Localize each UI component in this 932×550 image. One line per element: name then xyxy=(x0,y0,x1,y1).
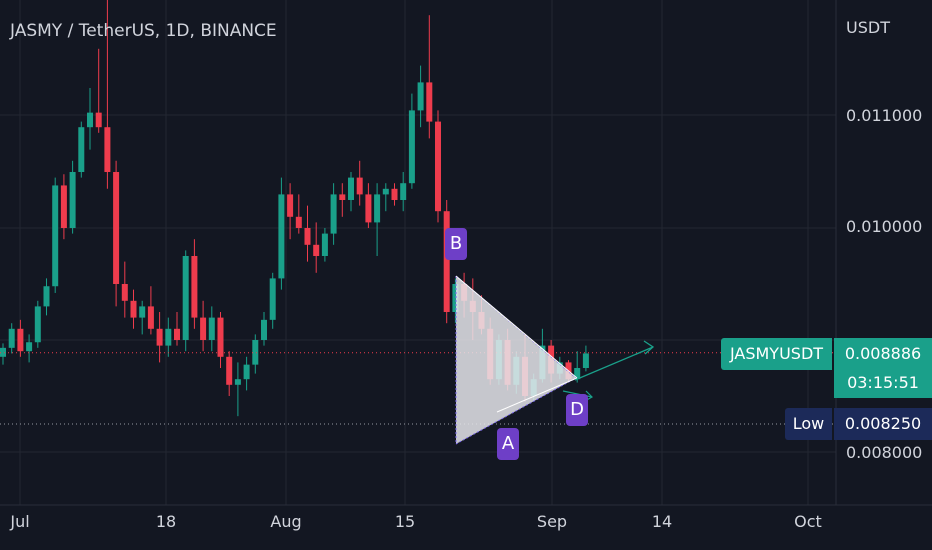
candle-body xyxy=(295,216,302,228)
price-unit-label: USDT xyxy=(846,18,890,37)
candle-body xyxy=(156,328,163,346)
candle-body xyxy=(269,278,276,320)
candle-body xyxy=(87,112,93,128)
candle-body xyxy=(339,194,346,200)
candle-body xyxy=(69,172,76,228)
candle-body xyxy=(356,177,363,195)
candle-body xyxy=(408,110,415,184)
candle-body xyxy=(217,317,224,357)
symbol-price-tag: JASMYUSDT xyxy=(721,338,832,370)
candle-body xyxy=(287,194,294,217)
candle-body xyxy=(0,347,6,357)
breakout-arrow-head xyxy=(643,340,655,355)
triangle-upper-edge xyxy=(455,275,578,379)
candle-body xyxy=(426,82,433,122)
candle-body xyxy=(582,353,589,368)
x-tick-label: 18 xyxy=(155,512,177,531)
candle-body xyxy=(95,112,102,128)
x-tick-label: 15 xyxy=(394,512,416,531)
x-tick-label: Jul xyxy=(10,512,30,531)
candle-body xyxy=(26,342,33,352)
candle-body xyxy=(365,194,372,223)
candle-body xyxy=(278,194,285,279)
candle-body xyxy=(208,317,215,340)
x-tick-label: Sep xyxy=(536,512,568,531)
low-price-tag: 0.008250 xyxy=(834,408,932,440)
candle-body xyxy=(226,356,233,385)
candle-body xyxy=(435,121,441,212)
candle-body xyxy=(121,284,128,301)
candle-body xyxy=(452,284,459,312)
candle-body xyxy=(165,328,172,346)
candle-body xyxy=(261,319,267,340)
candle-body xyxy=(321,233,328,256)
candle-body xyxy=(330,194,337,234)
candle-body xyxy=(60,185,67,228)
candle-body xyxy=(443,211,450,312)
last-price-tag: 0.008886 xyxy=(834,338,932,370)
candle-body xyxy=(243,364,250,380)
candle-body xyxy=(113,172,120,284)
candle-body xyxy=(382,188,389,195)
y-tick-label: 0.010000 xyxy=(846,217,923,236)
candle-body xyxy=(400,183,407,200)
candle-body xyxy=(147,306,154,329)
candle-body xyxy=(191,256,198,318)
triangle-lower-edge xyxy=(496,377,578,413)
candle-body xyxy=(313,244,320,256)
candle-body xyxy=(17,328,24,352)
candle-countdown: 03:15:51 xyxy=(834,370,932,398)
candle-body xyxy=(304,228,311,245)
breakout-arrow xyxy=(574,346,654,381)
candle-body xyxy=(234,379,241,385)
candle-body xyxy=(104,127,111,172)
y-tick-label: 0.008000 xyxy=(846,443,923,462)
candle-body xyxy=(182,256,189,340)
x-tick-label: 14 xyxy=(651,512,673,531)
pattern-point-b[interactable]: B xyxy=(445,228,467,260)
candle-body xyxy=(200,317,207,340)
pattern-point-d[interactable]: D xyxy=(566,394,588,426)
candle-body xyxy=(34,306,41,343)
candle-body xyxy=(8,328,15,348)
candle-body xyxy=(43,286,50,307)
candle-body xyxy=(52,185,59,287)
y-tick-label: 0.011000 xyxy=(846,106,923,125)
candle-body xyxy=(417,82,424,111)
pattern-point-a[interactable]: A xyxy=(497,428,519,460)
candle-body xyxy=(78,127,85,172)
candle-body xyxy=(252,340,259,365)
triangle-pattern-fill xyxy=(455,274,577,445)
candle-body xyxy=(348,177,354,200)
candle-body xyxy=(391,188,398,200)
x-tick-label: Oct xyxy=(794,512,822,531)
x-tick-label: Aug xyxy=(270,512,302,531)
candle-body xyxy=(174,328,180,340)
candle-body xyxy=(139,306,146,318)
candle-body xyxy=(374,194,381,223)
candle-body xyxy=(574,368,581,380)
low-label-tag: Low xyxy=(785,408,832,440)
chart-title: JASMY / TetherUS, 1D, BINANCE xyxy=(10,21,277,41)
candle-body xyxy=(130,300,137,318)
